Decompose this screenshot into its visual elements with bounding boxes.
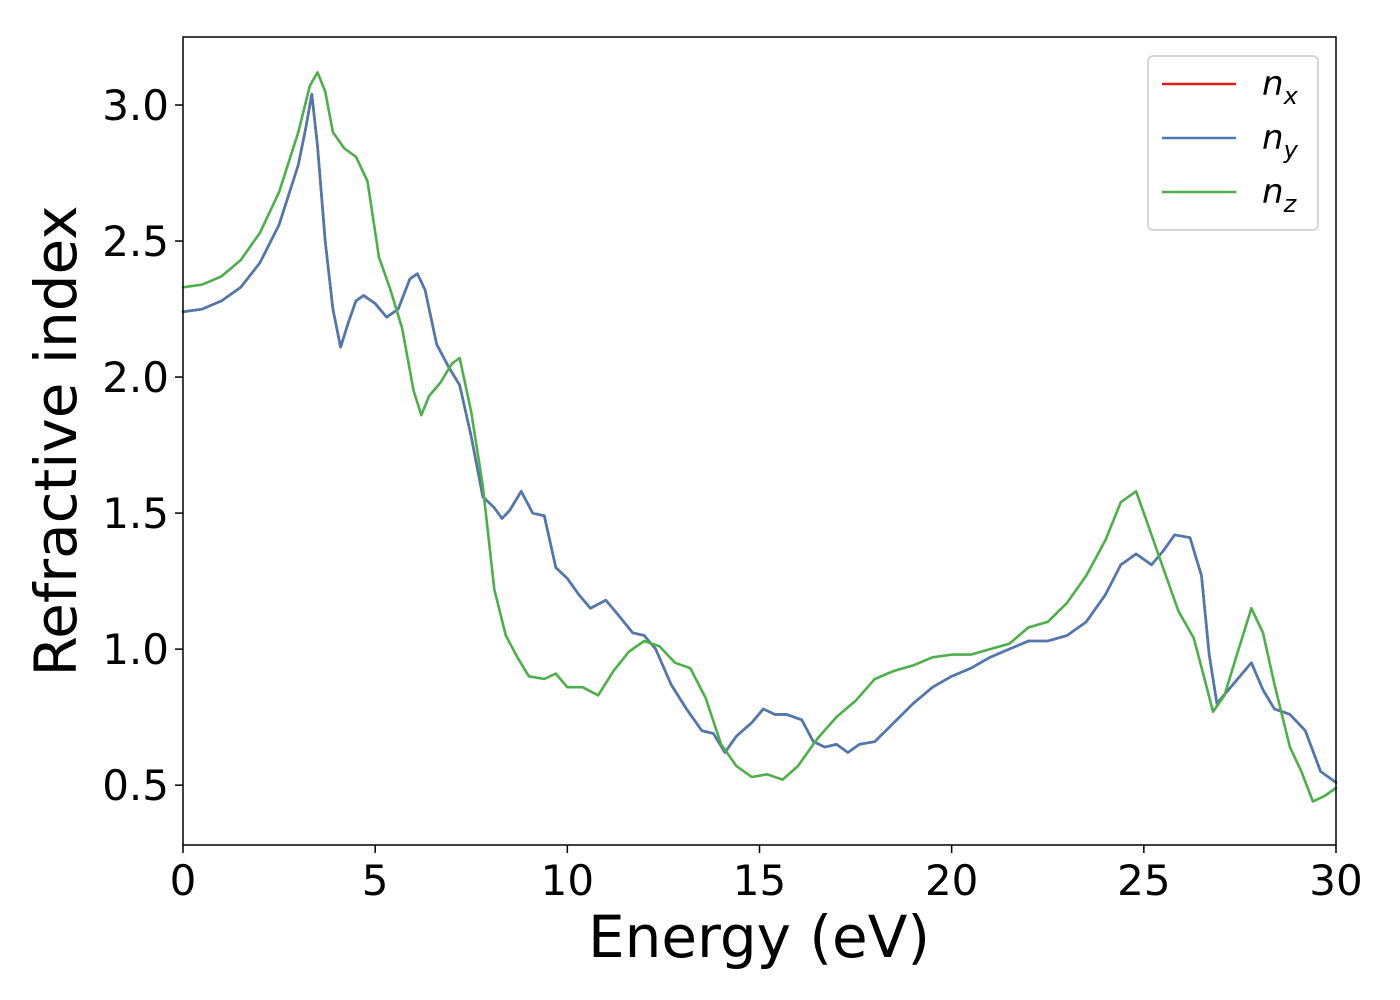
y-tick-label: 0.5: [102, 761, 169, 810]
x-tick-label: 20: [925, 856, 978, 905]
x-tick-label: 30: [1309, 856, 1362, 905]
x-axis: 0 5 10 15 20 25 30: [170, 845, 1363, 905]
y-tick-label: 1.0: [102, 625, 169, 674]
x-tick-label: 10: [541, 856, 594, 905]
series-layer: [181, 71, 1338, 803]
legend-label-z: nz: [1262, 172, 1298, 218]
y-tick-label: 3.0: [102, 81, 169, 130]
legend-box: [1147, 55, 1319, 231]
y-axis-title: Refractive index: [22, 205, 90, 676]
x-tick-label: 5: [362, 856, 389, 905]
x-tick-label: 25: [1117, 856, 1170, 905]
y-tick-label: 2.5: [102, 217, 169, 266]
series-line-y: [181, 92, 1338, 784]
legend-label-y: ny: [1262, 118, 1299, 164]
y-tick-label: 1.5: [102, 489, 169, 538]
legend: nx ny nz: [1147, 55, 1319, 231]
y-tick-label: 2.0: [102, 353, 169, 402]
x-tick-label: 0: [170, 856, 197, 905]
series-line-z: [181, 71, 1338, 803]
legend-label-x: nx: [1262, 64, 1299, 110]
x-tick-label: 15: [733, 856, 786, 905]
y-axis: 0.5 1.0 1.5 2.0 2.5 3.0: [102, 81, 183, 810]
x-axis-title: Energy (eV): [588, 903, 930, 971]
